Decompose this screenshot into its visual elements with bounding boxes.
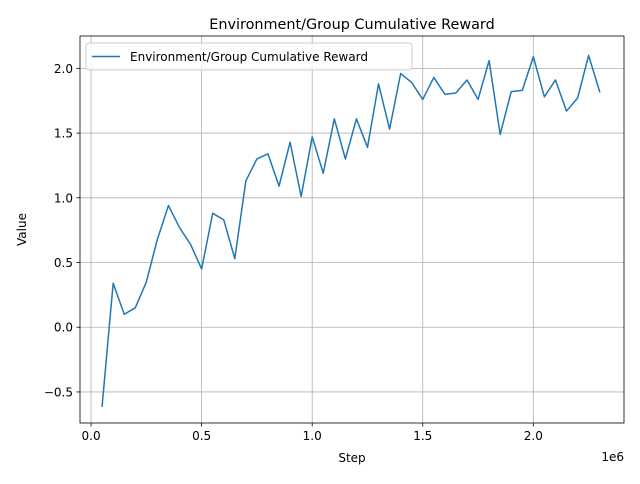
y-tick-label: 1.0 bbox=[54, 191, 73, 205]
y-tick-label: −0.5 bbox=[44, 385, 73, 399]
x-tick-label: 1.5 bbox=[413, 429, 432, 443]
y-axis-label: Value bbox=[15, 213, 29, 246]
y-tick-label: 0.5 bbox=[54, 256, 73, 270]
x-axis-offset-label: 1e6 bbox=[601, 450, 624, 464]
x-tick-label: 2.0 bbox=[524, 429, 543, 443]
x-tick-label: 1.0 bbox=[303, 429, 322, 443]
y-tick-label: 1.5 bbox=[54, 127, 73, 141]
legend-entry-label: Environment/Group Cumulative Reward bbox=[130, 50, 368, 64]
x-tick-label: 0.5 bbox=[192, 429, 211, 443]
x-axis-label: Step bbox=[338, 451, 365, 465]
legend: Environment/Group Cumulative Reward bbox=[86, 43, 412, 70]
x-tick-label: 0.0 bbox=[82, 429, 101, 443]
chart-title: Environment/Group Cumulative Reward bbox=[209, 17, 494, 33]
y-tick-label: 0.0 bbox=[54, 321, 73, 335]
y-tick-label: 2.0 bbox=[54, 62, 73, 76]
